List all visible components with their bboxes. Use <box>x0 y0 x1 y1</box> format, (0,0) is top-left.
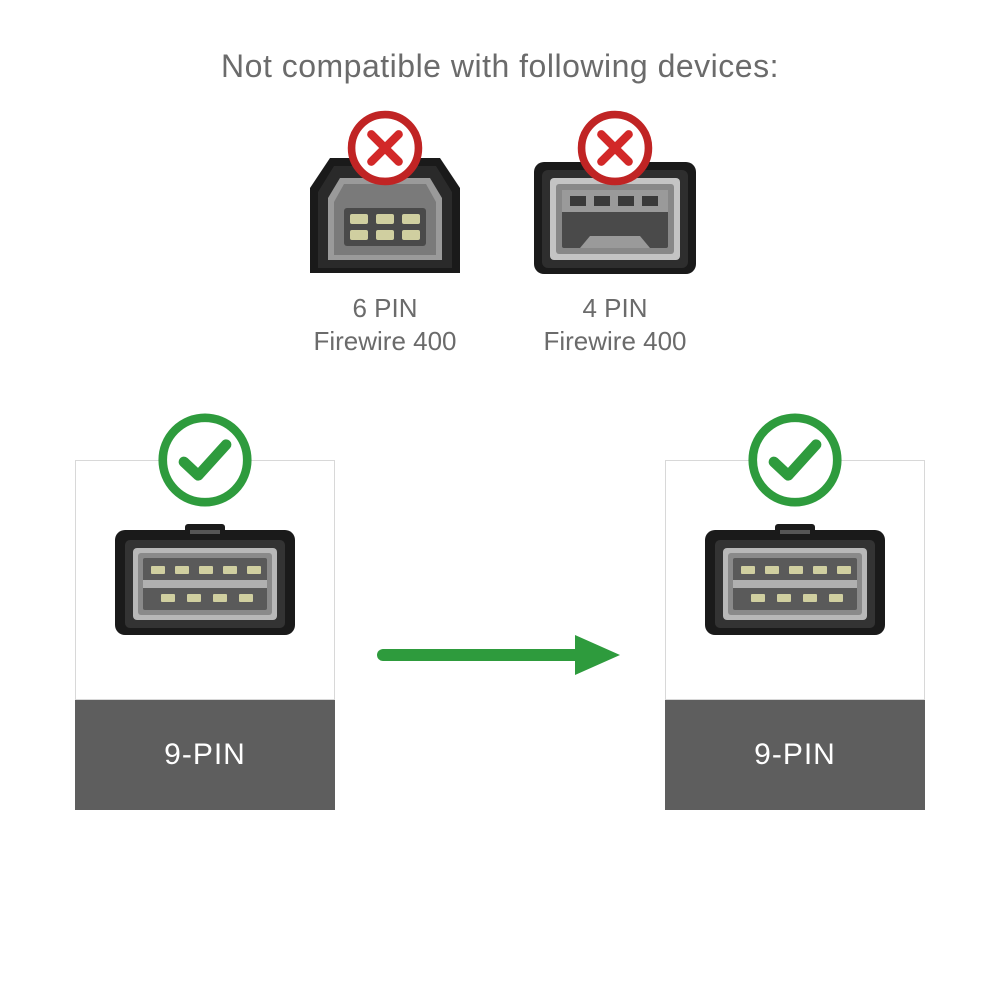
check-icon <box>747 412 843 508</box>
incompatible-card-4pin: 4 PIN Firewire 400 <box>520 110 710 357</box>
label-4pin: 4 PIN Firewire 400 <box>543 292 686 357</box>
label-4pin-line1: 4 PIN <box>543 292 686 325</box>
cross-icon <box>577 110 653 186</box>
connector-9pin-icon <box>105 510 305 650</box>
label-4pin-line2: Firewire 400 <box>543 325 686 358</box>
label-6pin: 6 PIN Firewire 400 <box>313 292 456 357</box>
heading-text: Not compatible with following devices: <box>0 48 1000 85</box>
compatible-label-right: 9-PIN <box>665 700 925 810</box>
check-icon <box>157 412 253 508</box>
incompatible-row: 6 PIN Firewire 400 <box>290 110 710 357</box>
cross-icon <box>347 110 423 186</box>
incompatible-card-6pin: 6 PIN Firewire 400 <box>290 110 480 357</box>
label-6pin-line1: 6 PIN <box>313 292 456 325</box>
label-6pin-line2: Firewire 400 <box>313 325 456 358</box>
compatible-label-left: 9-PIN <box>75 700 335 810</box>
compatible-card-right: 9-PIN <box>665 460 925 810</box>
arrow-icon <box>375 625 625 685</box>
compatible-card-left: 9-PIN <box>75 460 335 810</box>
compatible-row: 9-PIN <box>0 460 1000 810</box>
connector-9pin-icon <box>695 510 895 650</box>
